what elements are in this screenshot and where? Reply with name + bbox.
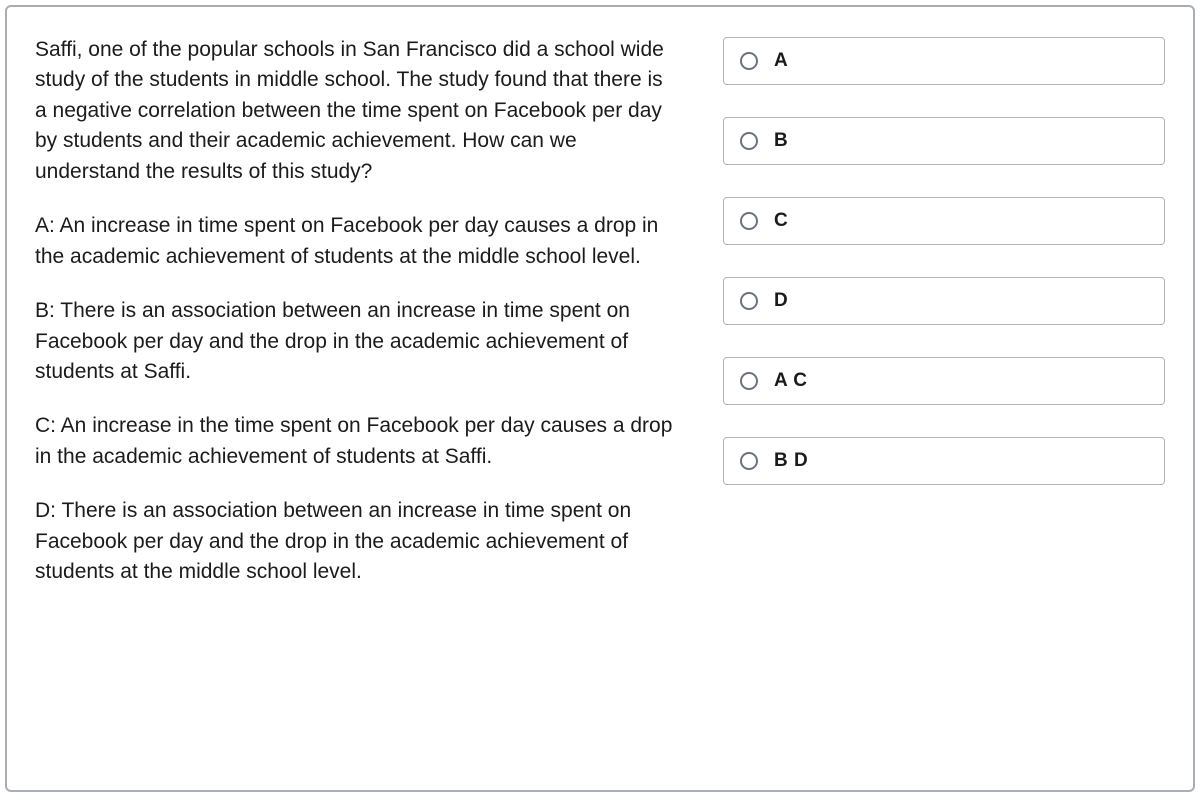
- question-prompt: Saffi, one of the popular schools in San…: [35, 35, 675, 187]
- radio-icon: [740, 132, 758, 150]
- radio-icon: [740, 212, 758, 230]
- question-text-column: Saffi, one of the popular schools in San…: [35, 35, 675, 762]
- choice-label: A C: [774, 370, 808, 392]
- choice-label: D: [774, 290, 788, 312]
- radio-icon: [740, 52, 758, 70]
- choice-bd[interactable]: B D: [723, 437, 1165, 485]
- option-d-text: D: There is an association between an in…: [35, 496, 675, 587]
- choice-label: B D: [774, 450, 808, 472]
- choice-ac[interactable]: A C: [723, 357, 1165, 405]
- radio-icon: [740, 372, 758, 390]
- choice-label: B: [774, 130, 788, 152]
- choice-b[interactable]: B: [723, 117, 1165, 165]
- choice-label: A: [774, 50, 788, 72]
- option-c-text: C: An increase in the time spent on Face…: [35, 411, 675, 472]
- choice-d[interactable]: D: [723, 277, 1165, 325]
- choice-label: C: [774, 210, 788, 232]
- answer-choices-column: A B C D A C B D: [723, 35, 1165, 762]
- option-b-text: B: There is an association between an in…: [35, 296, 675, 387]
- choice-c[interactable]: C: [723, 197, 1165, 245]
- question-card: Saffi, one of the popular schools in San…: [5, 5, 1195, 792]
- radio-icon: [740, 292, 758, 310]
- radio-icon: [740, 452, 758, 470]
- option-a-text: A: An increase in time spent on Facebook…: [35, 211, 675, 272]
- choice-a[interactable]: A: [723, 37, 1165, 85]
